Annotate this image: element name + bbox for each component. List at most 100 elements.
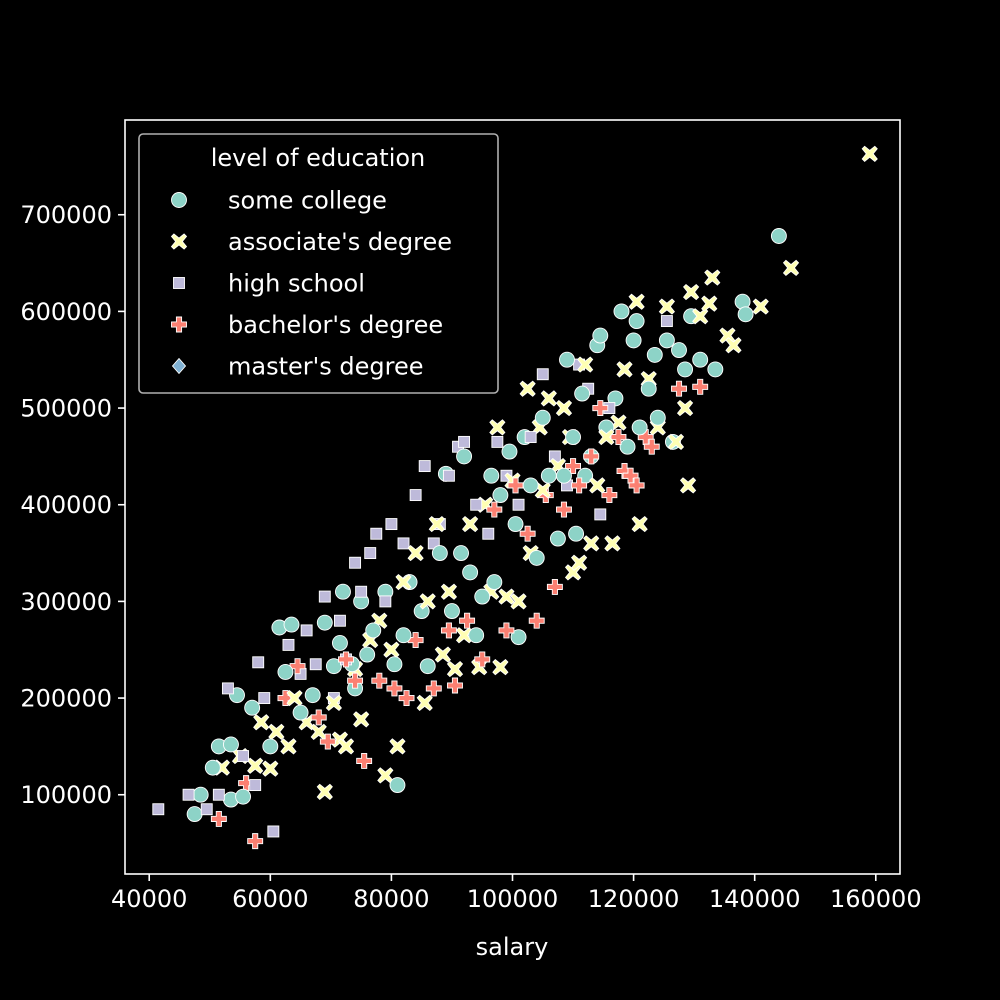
legend-label: master's degree [228,353,423,381]
point-high-school [212,788,225,801]
point-some-college [474,588,491,605]
point-bachelor-s-degree [565,458,581,475]
point-some-college [707,361,724,378]
point-some-college [456,448,473,465]
point-some-college [316,614,333,631]
point-high-school [660,315,673,328]
point-some-college [413,603,430,620]
point-associate-s-degree [701,295,718,312]
x-tick-label: 80000 [353,885,429,913]
point-associate-s-degree [353,711,370,728]
point-bachelor-s-degree [277,690,294,707]
point-associate-s-degree [377,767,394,784]
point-bachelor-s-degree [692,378,709,395]
point-high-school [152,803,165,816]
point-associate-s-degree [692,308,709,325]
point-associate-s-degree [676,399,694,417]
x-axis: 40000 60000 80000 100000 120000 140000 160000 [111,874,922,913]
point-associate-s-degree [389,738,406,755]
point-some-college [677,361,694,378]
legend-marker-square-icon [173,277,185,289]
data-points [152,145,878,850]
point-high-school [282,638,295,651]
point-associate-s-degree [540,390,557,407]
x-tick-label: 100000 [467,885,559,913]
point-high-school [482,527,495,540]
point-associate-s-degree [631,515,648,533]
point-associate-s-degree [489,419,506,436]
point-associate-s-degree [337,738,355,755]
point-bachelor-s-degree [592,400,609,417]
point-bachelor-s-degree [571,477,588,494]
point-associate-s-degree [416,694,433,712]
point-some-college [365,622,382,639]
point-high-school [364,547,377,560]
point-high-school [409,489,422,502]
point-some-college [574,385,591,402]
point-associate-s-degree [667,433,685,451]
point-some-college [359,646,376,663]
legend-marker-plus-icon [171,316,187,333]
point-bachelor-s-degree [643,438,660,455]
point-some-college [592,327,609,344]
point-associate-s-degree [268,723,285,741]
point-high-school [594,508,607,521]
point-associate-s-degree [498,588,515,605]
point-high-school [349,556,362,569]
point-some-college [431,545,448,562]
point-associate-s-degree [325,694,342,712]
x-axis-label: salary [476,933,549,961]
point-associate-s-degree [407,544,424,562]
legend-entries: some college associate's degree high schoo… [170,187,452,381]
point-bachelor-s-degree [519,525,536,542]
point-some-college [419,658,436,675]
point-bachelor-s-degree [498,622,515,639]
y-tick-label: 300000 [20,588,112,616]
x-tick-label: 120000 [588,885,680,913]
point-bachelor-s-degree [310,709,327,726]
point-some-college [223,736,239,753]
point-some-college [468,627,485,644]
point-some-college [540,467,557,484]
point-associate-s-degree [428,515,445,533]
point-high-school [300,624,313,637]
point-some-college [331,635,348,651]
point-high-school [252,656,265,669]
point-bachelor-s-degree [238,775,255,792]
legend-marker-x-icon [170,233,188,250]
point-bachelor-s-degree [347,672,364,689]
legend-marker-diamond-icon [171,357,187,375]
y-tick-label: 200000 [20,685,112,713]
point-some-college [486,574,503,591]
point-some-college [501,443,518,460]
y-tick-label: 500000 [20,395,112,423]
point-bachelor-s-degree [583,448,600,465]
y-tick-label: 100000 [20,781,112,809]
point-some-college [292,704,309,721]
point-associate-s-degree [492,659,509,676]
point-bachelor-s-degree [447,677,463,694]
legend-label: high school [228,270,365,298]
point-some-college [658,332,675,349]
point-associate-s-degree [510,593,527,610]
point-high-school [200,803,213,816]
point-associate-s-degree [434,646,451,663]
point-high-school [258,692,271,705]
point-associate-s-degree [598,428,615,446]
point-associate-s-degree [395,573,412,591]
point-some-college [534,409,551,426]
point-some-college [646,346,663,363]
point-associate-s-degree [262,760,279,777]
point-some-college [277,664,294,680]
point-associate-s-degree [446,660,464,678]
x-tick-label: 140000 [709,885,801,913]
point-bachelor-s-degree [319,733,336,750]
point-some-college [556,467,572,484]
point-some-college [235,788,252,805]
legend-title: level of education [211,144,426,172]
point-some-college [453,545,469,562]
point-associate-s-degree [253,714,270,731]
point-bachelor-s-degree [459,612,476,629]
point-some-college [568,525,585,542]
point-bachelor-s-degree [386,680,403,697]
